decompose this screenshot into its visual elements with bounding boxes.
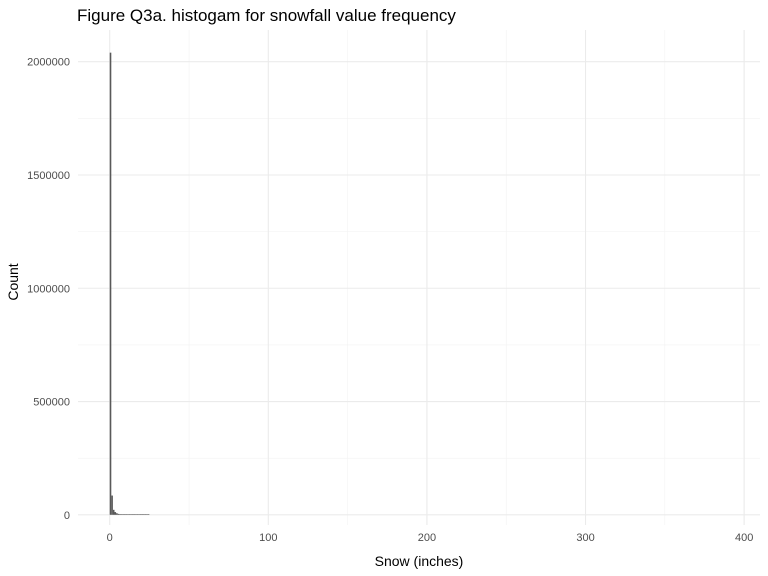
major-gridlines [78, 30, 760, 525]
histogram-bar [139, 514, 142, 515]
histogram-bar [120, 514, 123, 515]
histogram-bar [123, 514, 126, 515]
histogram-bar [109, 52, 112, 515]
y-tick-label: 2000000 [27, 57, 70, 69]
x-tick-label: 300 [576, 532, 594, 544]
chart-title: Figure Q3a. histogam for snowfall value … [77, 6, 456, 25]
histogram-bar [135, 514, 137, 515]
histogram-bar [127, 514, 129, 515]
histogram-bar [128, 514, 131, 515]
histogram-bar [117, 513, 120, 515]
histogram-bar [143, 514, 145, 515]
histogram-bar [116, 513, 118, 515]
histogram-bar [125, 514, 128, 515]
x-axis-title: Snow (inches) [375, 553, 464, 569]
histogram-bar [141, 514, 144, 515]
y-tick-label: 500000 [33, 397, 70, 409]
histogram-bar [136, 514, 139, 515]
histogram-bar [144, 514, 147, 515]
x-axis-tick-labels: 0 100 200 300 400 [107, 532, 754, 544]
histogram-bar [122, 514, 124, 515]
x-tick-label: 100 [259, 532, 277, 544]
y-axis-tick-labels: 0 500000 1000000 1500000 2000000 [27, 57, 70, 522]
x-tick-label: 400 [735, 532, 753, 544]
x-tick-label: 200 [418, 532, 436, 544]
histogram-bar [119, 514, 121, 515]
histogram-bar [147, 514, 150, 515]
histogram-bar [146, 514, 148, 515]
histogram-bar [114, 512, 117, 515]
histogram-bar [112, 509, 115, 515]
histogram-bars [109, 52, 150, 515]
y-axis-title: Count [5, 263, 21, 300]
minor-gridlines [78, 30, 760, 525]
y-tick-label: 0 [64, 510, 70, 522]
histogram-bar [111, 495, 113, 515]
histogram-bar [138, 514, 140, 515]
histogram-bar [131, 514, 134, 515]
histogram-bar [133, 514, 136, 515]
x-tick-label: 0 [107, 532, 113, 544]
histogram-bar [130, 514, 132, 515]
y-tick-label: 1500000 [27, 170, 70, 182]
y-tick-label: 1000000 [27, 283, 70, 295]
